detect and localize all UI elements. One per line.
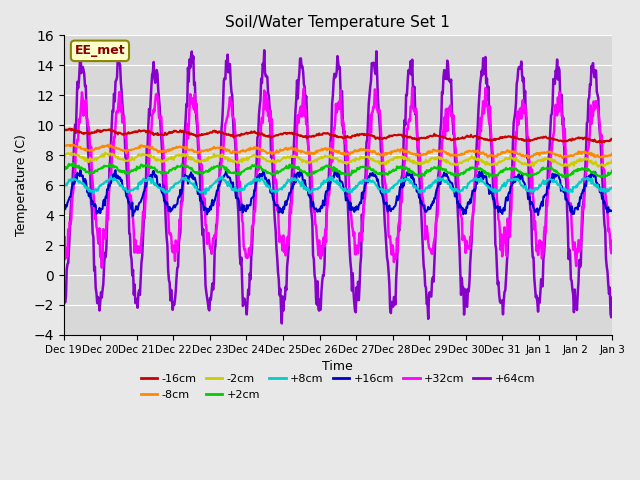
Line: -8cm: -8cm xyxy=(63,144,612,158)
+8cm xyxy=(182,174,189,180)
-2cm xyxy=(421,159,429,165)
+16cm xyxy=(608,208,616,214)
+16cm xyxy=(129,213,137,219)
Line: +64cm: +64cm xyxy=(63,43,612,324)
+2cm xyxy=(60,167,67,172)
+16cm xyxy=(212,195,220,201)
+32cm xyxy=(422,231,430,237)
+2cm xyxy=(561,175,568,180)
+64cm xyxy=(70,156,77,162)
-2cm xyxy=(70,151,78,156)
-8cm xyxy=(212,145,220,151)
+64cm xyxy=(127,252,134,258)
-16cm xyxy=(421,135,429,141)
+8cm xyxy=(202,192,209,197)
-16cm xyxy=(608,136,616,142)
+32cm xyxy=(182,143,190,148)
-16cm xyxy=(599,139,607,145)
+32cm xyxy=(70,185,77,191)
Legend: -16cm, -8cm, -2cm, +2cm, +8cm, +16cm, +32cm, +64cm: -16cm, -8cm, -2cm, +2cm, +8cm, +16cm, +3… xyxy=(136,370,540,404)
+2cm xyxy=(421,169,429,175)
-8cm xyxy=(559,156,566,161)
Line: +16cm: +16cm xyxy=(63,170,612,216)
-2cm xyxy=(182,151,190,157)
+2cm xyxy=(69,160,77,166)
Line: -16cm: -16cm xyxy=(63,129,612,142)
+32cm xyxy=(98,265,106,271)
X-axis label: Time: Time xyxy=(323,360,353,373)
+32cm xyxy=(408,85,416,91)
+64cm xyxy=(406,66,414,72)
+8cm xyxy=(126,187,134,193)
-8cm xyxy=(405,149,413,155)
+2cm xyxy=(608,168,616,174)
+16cm xyxy=(182,173,190,179)
+16cm xyxy=(296,167,304,173)
-8cm xyxy=(60,143,67,149)
+16cm xyxy=(406,171,414,177)
Line: +2cm: +2cm xyxy=(63,163,612,178)
+2cm xyxy=(127,168,134,174)
+64cm xyxy=(77,40,84,46)
+8cm xyxy=(422,185,430,191)
Text: EE_met: EE_met xyxy=(75,44,125,57)
+64cm xyxy=(182,101,190,107)
-8cm xyxy=(421,152,429,157)
+8cm xyxy=(218,174,226,180)
+16cm xyxy=(60,206,67,212)
-2cm xyxy=(608,157,616,163)
+8cm xyxy=(212,180,220,185)
-2cm xyxy=(212,153,220,158)
+32cm xyxy=(60,253,67,259)
-16cm xyxy=(66,126,74,132)
-16cm xyxy=(405,135,413,141)
-16cm xyxy=(60,129,67,134)
+32cm xyxy=(405,117,413,122)
+32cm xyxy=(212,235,220,241)
+64cm xyxy=(278,321,285,326)
-8cm xyxy=(70,142,77,147)
-8cm xyxy=(127,147,134,153)
+32cm xyxy=(127,193,134,199)
+2cm xyxy=(405,166,413,171)
-2cm xyxy=(67,150,75,156)
+64cm xyxy=(422,285,430,290)
+64cm xyxy=(212,243,220,249)
+16cm xyxy=(70,180,77,186)
-16cm xyxy=(70,127,78,132)
Y-axis label: Temperature (C): Temperature (C) xyxy=(15,134,28,236)
-16cm xyxy=(182,130,190,135)
Title: Soil/Water Temperature Set 1: Soil/Water Temperature Set 1 xyxy=(225,15,451,30)
-2cm xyxy=(60,150,67,156)
-8cm xyxy=(70,143,78,148)
+16cm xyxy=(126,203,134,209)
Line: +32cm: +32cm xyxy=(63,88,612,268)
+8cm xyxy=(406,180,414,186)
-16cm xyxy=(212,130,220,135)
-2cm xyxy=(127,157,134,163)
-8cm xyxy=(608,151,616,156)
+8cm xyxy=(60,184,67,190)
Line: -2cm: -2cm xyxy=(63,153,612,167)
Line: +8cm: +8cm xyxy=(63,177,612,194)
-8cm xyxy=(182,146,190,152)
-16cm xyxy=(127,130,134,136)
-2cm xyxy=(405,156,413,161)
+8cm xyxy=(70,176,77,182)
+64cm xyxy=(608,295,616,300)
+32cm xyxy=(608,238,616,244)
+2cm xyxy=(212,164,220,169)
+8cm xyxy=(608,184,616,190)
+2cm xyxy=(70,163,78,168)
+16cm xyxy=(422,209,430,215)
-2cm xyxy=(595,164,602,169)
+2cm xyxy=(182,164,190,170)
+64cm xyxy=(60,303,67,309)
